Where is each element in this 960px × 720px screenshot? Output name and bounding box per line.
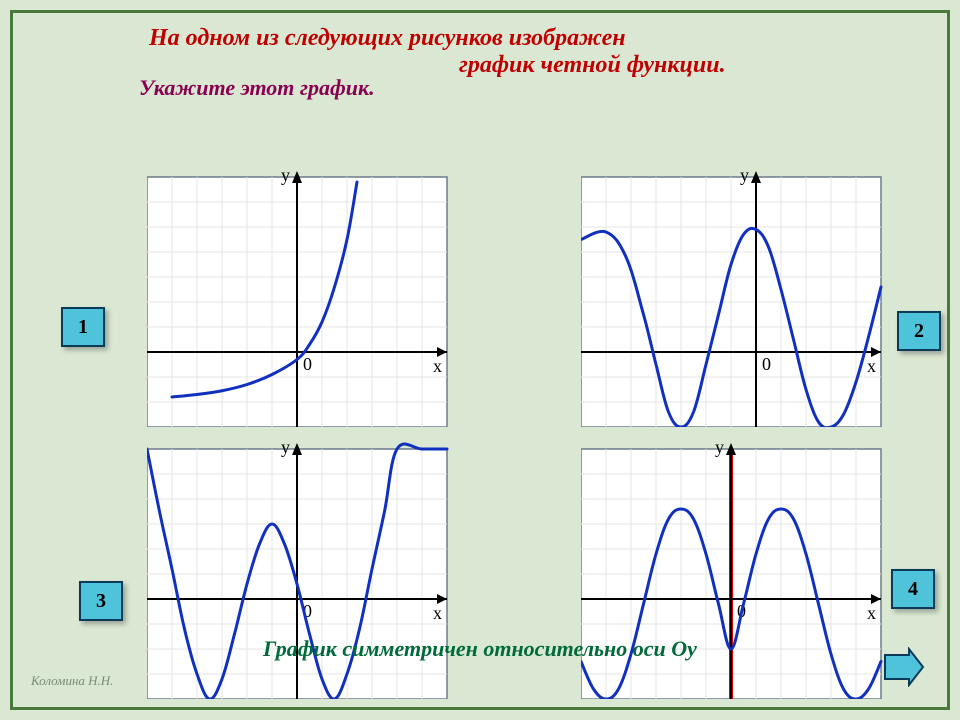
svg-text:x: x <box>433 603 442 623</box>
answer-button-4[interactable]: 4 <box>891 569 935 609</box>
next-arrow-button[interactable] <box>881 647 925 687</box>
answer-button-3-label: 3 <box>96 590 106 613</box>
svg-text:0: 0 <box>303 354 312 374</box>
charts-area: y x 0 y x 0 y x 0 y x 0 1 2 3 4 <box>29 89 931 629</box>
svg-text:y: y <box>281 165 290 185</box>
svg-text:y: y <box>281 437 290 457</box>
chart-2: y x 0 <box>581 159 899 427</box>
answer-button-1-label: 1 <box>78 316 88 339</box>
svg-text:y: y <box>740 165 749 185</box>
answer-button-2-label: 2 <box>914 320 924 343</box>
answer-button-2[interactable]: 2 <box>897 311 941 351</box>
svg-text:0: 0 <box>762 354 771 374</box>
svg-text:x: x <box>433 356 442 376</box>
svg-text:x: x <box>867 356 876 376</box>
chart-1: y x 0 <box>147 159 465 427</box>
author-credit: Коломина Н.Н. <box>31 673 113 689</box>
svg-text:y: y <box>715 437 724 457</box>
answer-button-1[interactable]: 1 <box>61 307 105 347</box>
answer-button-4-label: 4 <box>908 578 918 601</box>
answer-button-3[interactable]: 3 <box>79 581 123 621</box>
footer-note: График симметричен относительно оси Оу <box>13 636 947 662</box>
title-line-1: На одном из следующих рисунков изображен <box>149 25 931 52</box>
svg-text:x: x <box>867 603 876 623</box>
